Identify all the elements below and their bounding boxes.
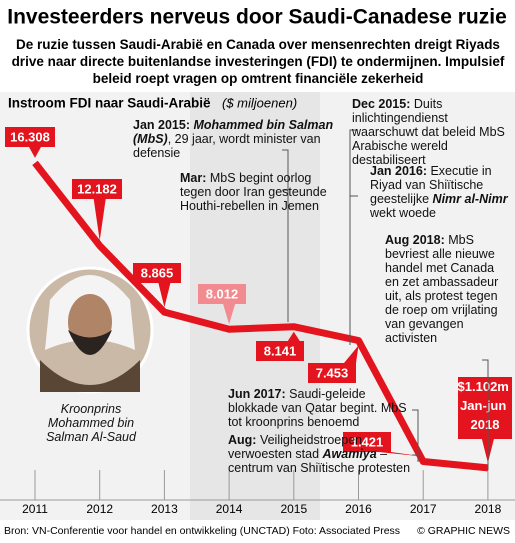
- annotation-text: Awamiya: [322, 447, 377, 461]
- annotation-date: Jun 2017:: [228, 387, 286, 401]
- x-tick-label: 2018: [475, 502, 502, 516]
- subtitle: De ruzie tussen Saudi-Arabië en Canada o…: [11, 37, 505, 86]
- value-label-box: [5, 127, 55, 147]
- label-pointer: [379, 452, 424, 457]
- annotation-text: MbS begint oorlog tegen door Iran gesteu…: [180, 171, 327, 213]
- annotation-text: Executie in Riyad van Shiïtische geestel…: [370, 164, 492, 206]
- annotation: Mar: MbS begint oorlog tegen door Iran g…: [180, 171, 340, 213]
- credit: © GRAPHIC NEWS: [417, 525, 510, 537]
- annotation-text: Saudi-geleide blokkade van Qatar begint.…: [228, 387, 407, 429]
- annotation: Jun 2017: Saudi-geleide blokkade van Qat…: [228, 387, 418, 429]
- photo-robe: [40, 360, 140, 392]
- chart-title: Instroom FDI naar Saudi-Arabië: [8, 96, 211, 111]
- photo-beard: [68, 330, 112, 355]
- annotation-date: Mar:: [180, 171, 207, 185]
- panel-band: [190, 92, 320, 520]
- annotation: Aug 2018: MbS bevriest alle nieuwe hande…: [385, 233, 511, 345]
- annotation-date: Aug 2018:: [385, 233, 445, 247]
- annotation: Aug: Veiligheidstroepen verwoesten stad …: [228, 433, 423, 475]
- value-label-box: [343, 432, 391, 452]
- annotation: Jan 2015: Mohammed bin Salman (MbS), 29 …: [133, 118, 345, 160]
- x-tick-label: 2016: [345, 502, 372, 516]
- annotation-leader: [349, 195, 358, 345]
- label-pointer: [158, 283, 171, 308]
- value-label-box: [308, 363, 356, 383]
- annotation: Dec 2015: Duits inlichtingendienst waars…: [352, 97, 512, 167]
- annotation-leader: [412, 454, 419, 462]
- value-label: 12.182: [77, 181, 117, 196]
- label-pointer: [29, 147, 41, 158]
- source: Bron: VN-Conferentie voor handel en ontw…: [4, 525, 400, 537]
- x-tick-label: 2014: [216, 502, 243, 516]
- value-label-box: [133, 263, 181, 283]
- annotation-text: Nimr al-Nimr: [432, 192, 508, 206]
- label-pointer: [93, 199, 106, 241]
- value-label: 8.012: [206, 286, 239, 301]
- chart-unit: ($ miljoenen): [222, 95, 297, 110]
- fdi-line: [32, 160, 489, 472]
- annotation-date: Dec 2015:: [352, 97, 411, 111]
- annotation-date: Jan 2016:: [370, 164, 427, 178]
- annotation-text: Mohammed bin Salman (MbS): [133, 118, 334, 146]
- value-label-box: [256, 341, 304, 361]
- value-label: 8.141: [264, 343, 297, 358]
- annotation-leader: [482, 359, 489, 470]
- x-tick-label: 2015: [280, 502, 307, 516]
- annotation-date: Aug:: [228, 433, 257, 447]
- label-pointer: [344, 345, 359, 363]
- value-label: $1.102m Jan-jun 2018: [458, 379, 513, 432]
- x-tick-label: 2011: [22, 502, 48, 516]
- annotation-text: Duits inlichtingendienst waarschuwt dat …: [352, 97, 505, 167]
- annotation-text: – centrum van Shiïtische protesten: [228, 447, 411, 475]
- x-tick-label: 2012: [86, 502, 113, 516]
- annotation-leader: [412, 409, 419, 462]
- title: Investeerders nerveus door Saudi-Canades…: [7, 6, 507, 29]
- annotation: Jan 2016: Executie in Riyad van Shiïtisc…: [370, 164, 512, 220]
- x-tick-label: 2017: [410, 502, 437, 516]
- annotation-text: Veiligheidstroepen verwoesten stad: [228, 433, 363, 461]
- annotation-text: wekt woede: [370, 206, 437, 220]
- label-pointer: [287, 331, 300, 341]
- photo-caption: Kroonprins Mohammed bin Salman Al-Saud: [46, 402, 136, 444]
- value-label-box: [458, 377, 512, 439]
- annotation-text: MbS bevriest alle nieuwe handel met Cana…: [385, 233, 499, 345]
- annotation-date: Jan 2015:: [133, 118, 190, 132]
- label-pointer: [223, 304, 236, 325]
- value-label-box: [198, 284, 246, 304]
- annotation-text: , 29 jaar, wordt minister van defensie: [133, 132, 321, 160]
- value-label: 1.421: [351, 434, 384, 449]
- value-label: 7.453: [316, 365, 349, 380]
- value-label: 8.865: [141, 265, 174, 280]
- value-label-box: [72, 179, 122, 199]
- annotation-leader: [282, 189, 289, 322]
- x-tick-label: 2013: [151, 502, 178, 516]
- value-label: 16.308: [10, 129, 50, 144]
